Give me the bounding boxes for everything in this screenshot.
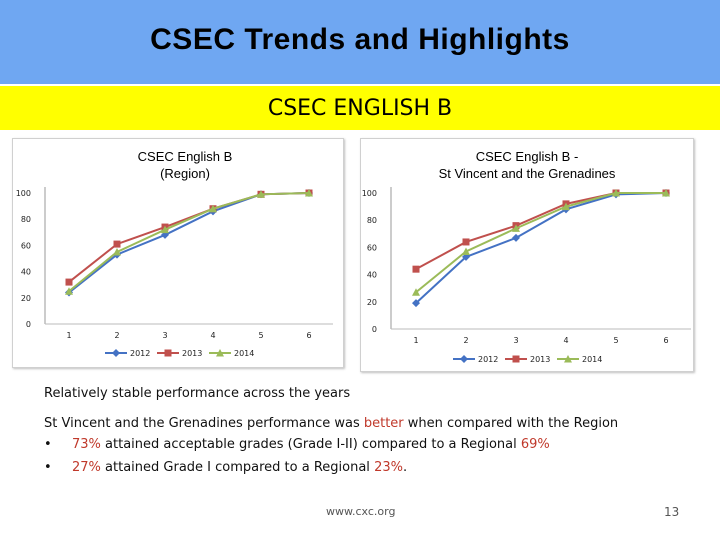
bullet-1-svg-pct: 73% — [72, 437, 101, 452]
legend-label-2013: 2013 — [182, 349, 202, 358]
bullet-2-text: attained Grade I compared to a Regional — [100, 460, 375, 475]
data-point-2013 — [65, 278, 73, 286]
legend-marker-2012 — [112, 349, 120, 357]
y-tick-label: 20 — [367, 298, 377, 307]
series-2013 — [65, 189, 313, 286]
data-point-2014 — [662, 189, 670, 197]
region-chart-frame: CSEC English B (Region) 0 20 40 60 80 100 1 2 3 4 5 6… — [12, 138, 344, 368]
y-tick-label: 80 — [367, 216, 377, 225]
x-tick-label: 4 — [210, 331, 215, 340]
x-tick-label: 4 — [563, 336, 568, 345]
y-tick-label: 100 — [362, 189, 377, 198]
slide-subtitle: CSEC ENGLISH B — [267, 95, 453, 121]
x-tick-label: 2 — [463, 336, 468, 345]
x-tick-label: 1 — [413, 336, 418, 345]
x-tick-label: 5 — [258, 331, 263, 340]
data-point-2014 — [257, 190, 265, 198]
data-point-2014 — [612, 189, 620, 197]
series-2014 — [65, 189, 313, 295]
x-tick-label: 5 — [613, 336, 618, 345]
bullet-1-region-pct: 69% — [520, 437, 550, 452]
data-point-2014 — [209, 204, 217, 213]
data-point-2014 — [305, 189, 313, 197]
data-point-2014 — [113, 247, 121, 256]
bullet-1-text: attained acceptable grades (Grade I-II) … — [100, 437, 521, 452]
series-line-2014 — [68, 192, 310, 293]
data-point-2013 — [462, 238, 470, 246]
y-tick-label: 0 — [26, 320, 31, 329]
bullet-2-period: . — [402, 460, 408, 475]
data-point-2014 — [65, 287, 73, 295]
summary-line-2-start: St Vincent and the Grenadines performanc… — [44, 416, 364, 431]
data-point-2013 — [412, 265, 420, 273]
y-tick-label: 60 — [367, 243, 377, 252]
data-point-2013 — [113, 240, 121, 248]
bullet-icon: • — [44, 460, 52, 475]
x-tick-label: 6 — [663, 336, 668, 345]
data-point-2014 — [161, 225, 169, 234]
y-tick-label: 0 — [372, 325, 377, 334]
legend-label-2014: 2014 — [234, 349, 254, 358]
legend-marker-2013 — [512, 355, 520, 363]
x-tick-label: 2 — [114, 331, 119, 340]
chart-title-line: St Vincent and the Grenadines — [439, 166, 616, 181]
summary-line-1: Relatively stable performance across the… — [44, 386, 351, 401]
x-tick-label: 3 — [162, 331, 167, 340]
legend-label-2013: 2013 — [530, 355, 550, 364]
bullet-item-grade-one: • 27% attained Grade I compared to a Regi… — [44, 460, 407, 475]
subtitle-bar: CSEC ENGLISH B — [0, 86, 720, 130]
summary-line-2: St Vincent and the Grenadines performanc… — [44, 416, 618, 431]
legend-marker-2013 — [164, 349, 172, 357]
data-point-2014 — [462, 247, 470, 255]
data-point-2014 — [412, 288, 420, 296]
chart-legend: 2012 2013 2014 — [453, 355, 602, 364]
slide-title: CSEC Trends and Highlights — [150, 23, 570, 56]
y-tick-label: 40 — [21, 268, 31, 277]
y-tick-label: 80 — [21, 215, 31, 224]
legend-label-2012: 2012 — [478, 355, 498, 364]
bullet-icon: • — [44, 437, 52, 452]
series-line-2012 — [68, 192, 310, 294]
x-tick-label: 6 — [306, 331, 311, 340]
series-line-2012 — [415, 192, 667, 304]
title-bar: CSEC Trends and Highlights — [0, 0, 720, 84]
x-tick-label: 1 — [66, 331, 71, 340]
series-line-2014 — [415, 192, 666, 294]
bullet-2-svg-pct: 27% — [72, 460, 101, 475]
footer-url[interactable]: www.cxc.org — [326, 505, 396, 518]
data-point-2012 — [512, 233, 520, 242]
data-point-2014 — [562, 202, 570, 211]
y-tick-label: 40 — [367, 271, 377, 280]
y-tick-label: 20 — [21, 294, 31, 303]
series-2012 — [65, 189, 313, 297]
x-tick-label: 3 — [513, 336, 518, 345]
bullet-item-acceptable: • 73% attained acceptable grades (Grade I… — [44, 437, 550, 452]
legend-marker-2012 — [460, 355, 468, 363]
legend-label-2012: 2012 — [130, 349, 150, 358]
series-2013 — [412, 189, 670, 273]
y-tick-label: 60 — [21, 241, 31, 250]
series-line-2013 — [68, 192, 310, 283]
series-line-2013 — [415, 192, 666, 271]
bullet-2-region-pct: 23% — [374, 460, 403, 475]
y-tick-label: 100 — [16, 189, 31, 198]
summary-line-2-end: when compared with the Region — [403, 416, 619, 431]
legend-marker-2014 — [216, 349, 224, 357]
page-number: 13 — [664, 505, 680, 519]
data-point-2012 — [412, 299, 420, 308]
svg-line-chart: CSEC English B - St Vincent and the Grena… — [362, 149, 691, 364]
legend-marker-2014 — [564, 355, 572, 363]
chart-title-line: (Region) — [160, 166, 210, 181]
series-2014 — [412, 189, 670, 296]
chart-title-line: CSEC English B — [138, 149, 233, 164]
chart-legend: 2012 2013 2014 — [105, 349, 254, 358]
summary-highlight-better: better — [363, 416, 404, 431]
svg-chart-frame: CSEC English B - St Vincent and the Grena… — [360, 138, 694, 372]
data-point-2014 — [512, 224, 520, 232]
series-2012 — [412, 189, 670, 308]
chart-title-line: CSEC English B - — [476, 149, 579, 164]
legend-label-2014: 2014 — [582, 355, 602, 364]
region-line-chart: CSEC English B (Region) 0 20 40 60 80 100 1 2 3 4 5 6… — [16, 149, 333, 358]
